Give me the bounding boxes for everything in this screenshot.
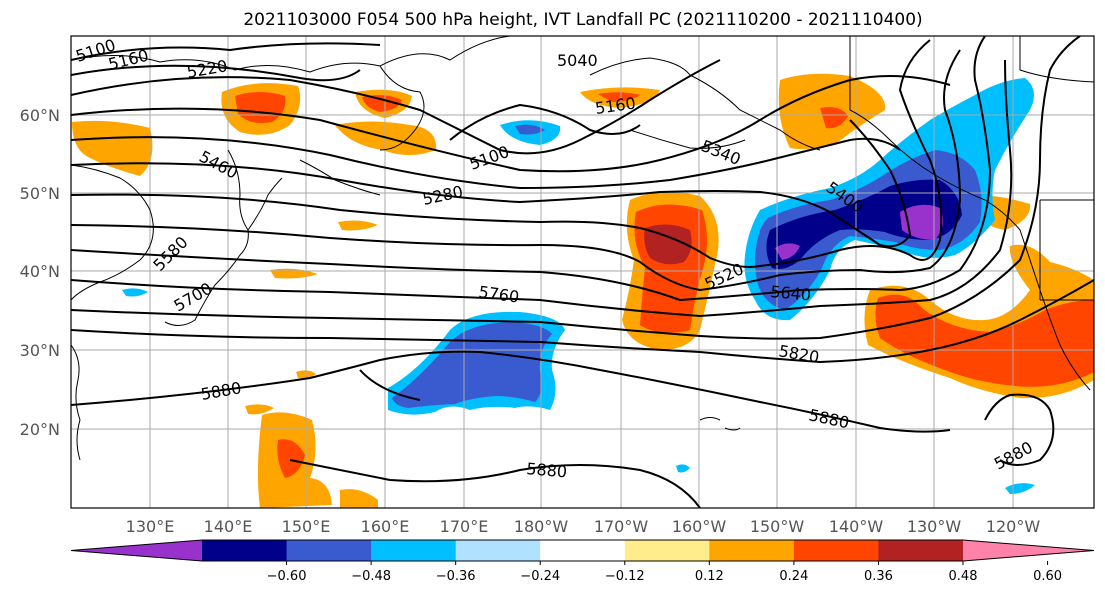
colorbar-segment [455, 540, 541, 561]
colorbar-segment [878, 540, 964, 561]
contour-label: 5880 [526, 459, 568, 481]
colorbar-extend-high [963, 540, 1094, 561]
ivt-negative-patch [392, 322, 552, 408]
ivt-negative-patch [515, 124, 545, 135]
figure-title: 2021103000 F054 500 hPa height, IVT Land… [243, 10, 922, 30]
lat-label: 40°N [20, 262, 60, 281]
colorbar-tick-label: 0.48 [949, 569, 978, 584]
colorbar-tick-label: −0.48 [351, 569, 391, 584]
colorbar-tick-label: 0.60 [1033, 569, 1062, 584]
colorbar-tick-label: 0.12 [695, 569, 724, 584]
lat-label: 50°N [20, 184, 60, 203]
lon-label: 140°E [204, 517, 253, 536]
lon-label: 170°W [594, 517, 649, 536]
ivt-positive-patch [820, 107, 848, 129]
lon-label: 170°E [440, 517, 489, 536]
lon-label: 150°W [750, 517, 805, 536]
colorbar-tick-label: −0.60 [267, 569, 307, 584]
gridlines [71, 36, 1094, 508]
longitude-labels: 130°E 140°E 150°E 160°E 170°E 180°W 170°… [126, 517, 1041, 536]
ivt-positive-patch [362, 95, 402, 112]
coastlines [71, 36, 1094, 461]
lat-label: 20°N [20, 420, 60, 439]
lon-label: 150°E [282, 517, 331, 536]
lon-label: 160°W [672, 517, 727, 536]
colorbar-tick-label: −0.12 [605, 569, 645, 584]
lon-label: 130°E [126, 517, 175, 536]
colorbar-tick-label: 0.24 [779, 569, 808, 584]
ivt-positive-patch [338, 220, 378, 231]
colorbar-segment [202, 540, 288, 561]
colorbar-segment [286, 540, 372, 561]
lon-label: 120°W [986, 517, 1041, 536]
ivt-negative-patch [676, 464, 690, 473]
ivt-positive-patch [72, 120, 153, 176]
height-contours [71, 36, 1094, 508]
ivt-negative-patch [122, 288, 148, 297]
ivt-positive-patch [277, 439, 305, 478]
ivt-positive-patch [340, 489, 378, 508]
ivt-negative-patch [900, 204, 944, 240]
lat-label: 30°N [20, 341, 60, 360]
lon-label: 180°W [514, 517, 569, 536]
ivt-shading [72, 73, 1094, 508]
colorbar-segment [371, 540, 457, 561]
lon-label: 140°W [829, 517, 884, 536]
contour-label: 5040 [557, 51, 598, 70]
ivt-negative-patch [775, 243, 800, 260]
ivt-positive-patch [598, 92, 640, 102]
lat-label: 60°N [20, 106, 60, 125]
colorbar-extend-low [71, 540, 202, 561]
colorbar: −0.60 −0.48 −0.36 −0.24 −0.12 0.12 0.24 0.36 0.4… [70, 539, 1095, 584]
contour-label: 5640 [770, 282, 812, 304]
lon-label: 130°W [907, 517, 962, 536]
map-frame [70, 35, 1095, 509]
colorbar-tick-label: 0.36 [864, 569, 893, 584]
ivt-positive-patch [245, 404, 274, 415]
lon-label: 160°E [361, 517, 410, 536]
ivt-negative-patch [975, 80, 1022, 109]
latitude-labels: 60°N 50°N 40°N 30°N 20°N [20, 106, 60, 439]
colorbar-segment [709, 540, 795, 561]
colorbar-segment [793, 540, 879, 561]
map-panel: 5100 5160 5220 5040 5160 5100 5340 5460 … [71, 36, 1094, 508]
ivt-positive-patch [644, 224, 692, 265]
colorbar-tick-label: −0.36 [436, 569, 476, 584]
colorbar-segment [540, 540, 626, 561]
colorbar-segment [624, 540, 710, 561]
ivt-negative-patch [766, 179, 962, 269]
colorbar-outline [70, 539, 1095, 562]
colorbar-tick-label: −0.24 [520, 569, 560, 584]
